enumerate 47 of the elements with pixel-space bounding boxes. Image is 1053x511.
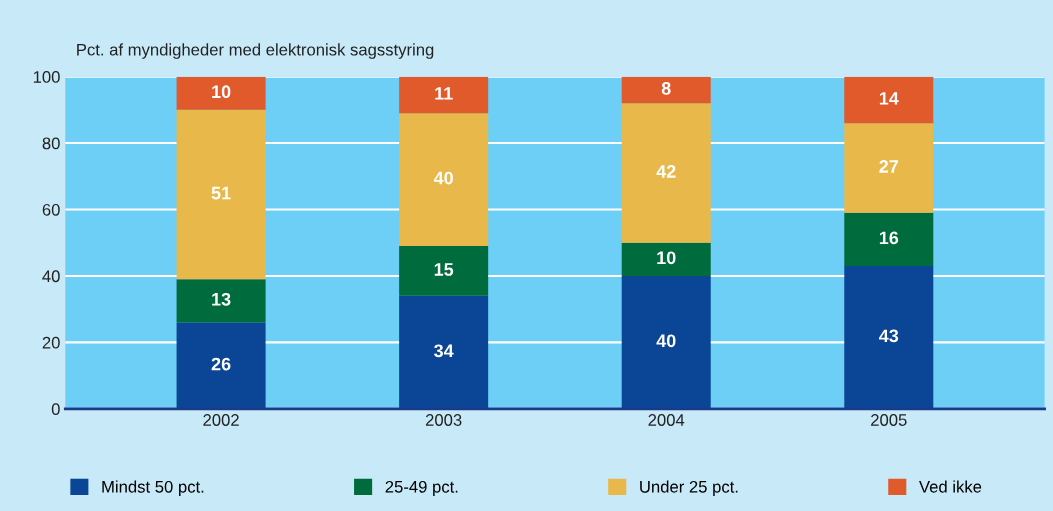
data-label: 14 — [879, 92, 899, 105]
bar — [621, 275, 711, 409]
data-label: 34 — [434, 344, 454, 358]
data-label: 15 — [434, 263, 454, 276]
legend-label: Ved ikke — [919, 480, 982, 493]
bar — [399, 113, 489, 247]
data-label: 11 — [435, 87, 453, 100]
data-label: 16 — [879, 231, 899, 245]
y-tick-label: 80 — [42, 137, 60, 150]
bar — [621, 242, 711, 276]
data-label: 10 — [212, 85, 231, 99]
bar — [844, 76, 934, 124]
bar — [844, 265, 934, 409]
data-label: 43 — [879, 329, 899, 343]
data-label: 40 — [433, 171, 453, 185]
bar — [176, 322, 266, 409]
bar — [621, 103, 711, 243]
x-tick-label: 2002 — [203, 414, 239, 426]
data-label: 26 — [211, 357, 231, 371]
bar — [399, 76, 489, 114]
bar — [621, 76, 711, 104]
bar — [844, 123, 934, 213]
data-label: 10 — [657, 251, 676, 265]
x-tick-label: 2003 — [425, 414, 462, 426]
y-tick-label: 20 — [42, 336, 60, 349]
bar — [399, 295, 489, 409]
bar — [176, 109, 266, 280]
bar — [176, 279, 266, 323]
data-label: 42 — [656, 165, 676, 178]
data-label: 8 — [661, 82, 671, 95]
y-tick-label: 60 — [42, 203, 60, 216]
x-tick-label: 2005 — [871, 414, 907, 426]
x-tick-label: 2004 — [648, 414, 685, 426]
y-axis-title: Pct. af myndigheder med elektronisk sagsstyring — [77, 43, 434, 59]
y-tick-label: 100 — [33, 71, 60, 83]
y-tick-label: 40 — [42, 270, 60, 283]
data-label: 13 — [212, 292, 231, 306]
legend-label: Mindst 50 pct. — [102, 480, 204, 496]
legend-label: 25-49 pct. — [385, 480, 458, 496]
bar — [399, 246, 489, 296]
data-label: 27 — [879, 160, 899, 173]
data-label: 51 — [211, 186, 231, 200]
bar — [176, 76, 266, 110]
data-label: 40 — [656, 334, 676, 348]
bar — [844, 212, 934, 266]
legend-label: Under 25 pct. — [640, 480, 738, 496]
y-tick-label: 0 — [51, 403, 60, 415]
